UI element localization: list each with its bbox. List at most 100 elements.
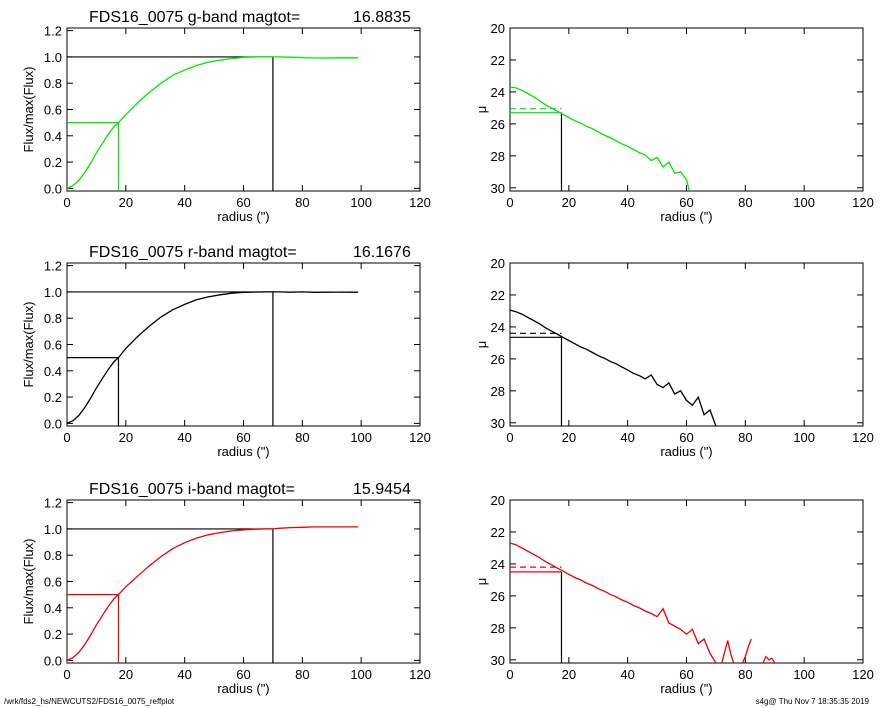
y-tick-label: 0.0 [44,653,62,668]
y-tick-label: 0.8 [44,548,62,563]
x-axis-label: radius (") [660,209,712,224]
series-line-r-0 [510,309,717,426]
y-tick-label: 0.6 [44,575,62,590]
y-tick-label: 28 [491,384,505,399]
panel-i-growth: 0 20 40 60 80 100 120 0.0 0.2 0.4 0.6 0.8 1.0 1.2 radi… [21,481,431,696]
series-line-i-3 [762,655,776,663]
x-tick-label: 20 [562,667,576,682]
series-line-g-0 [67,56,359,189]
x-tick-label: 80 [295,195,309,210]
x-axis-label: radius (") [217,681,269,696]
y-tick-label: 30 [491,181,505,196]
y-tick-label: 20 [491,256,505,271]
x-tick-label: 60 [236,430,250,445]
series-line-i-0 [510,542,717,663]
plot-area [510,542,776,663]
x-tick-label: 80 [295,430,309,445]
y-axis-label: Flux/max(Flux) [21,67,36,153]
x-tick-label: 120 [852,667,874,682]
y-tick-label: 28 [491,621,505,636]
y-tick-label: 22 [491,525,505,540]
x-axis-label: radius (") [660,444,712,459]
x-tick-label: 20 [119,430,133,445]
y-tick-label: 1.2 [44,496,62,511]
x-axis-label: radius (") [217,444,269,459]
x-tick-label: 100 [350,195,372,210]
footer-file-path: /wrk/fds2_hs/NEWCUTS2/FDS16_0075_reffplo… [4,697,175,706]
y-tick-label: 20 [491,493,505,508]
y-tick-label: 0.0 [44,416,62,431]
x-tick-label: 0 [63,430,70,445]
y-tick-label: 0.6 [44,103,62,118]
plot-frame [509,499,864,664]
x-tick-label: 60 [236,667,250,682]
x-tick-label: 120 [409,195,431,210]
x-axis-label: radius (") [217,209,269,224]
y-tick-label: 26 [491,352,505,367]
series-line-r-0 [67,291,359,424]
y-tick-label: 1.0 [44,522,62,537]
x-tick-label: 80 [295,667,309,682]
x-tick-label: 0 [63,667,70,682]
magtot-value: 16.1676 [353,244,411,261]
y-tick-label: 1.2 [44,259,62,274]
magtot-value: 15.9454 [353,481,411,498]
x-tick-label: 80 [738,430,752,445]
plot-area [67,56,359,191]
panel-r-profile: 0 20 40 60 80 100 120 20 22 24 26 28 30 radius (") μ [474,256,874,459]
footer-timestamp: s4g@ Thu Nov 7 18:35:35 2019 [755,697,869,706]
x-tick-label: 20 [119,667,133,682]
x-tick-label: 120 [409,667,431,682]
plot-frame [66,27,421,192]
y-axis-label: μ [474,578,489,586]
plot-area [510,86,691,191]
y-tick-label: 24 [491,557,505,572]
y-tick-label: 20 [491,21,505,36]
x-tick-label: 100 [793,667,815,682]
y-tick-label: 0.4 [44,129,62,144]
x-tick-label: 20 [562,195,576,210]
x-tick-label: 60 [679,667,693,682]
series-line-i-2 [741,638,752,663]
y-tick-label: 0.4 [44,601,62,616]
x-tick-label: 40 [620,667,634,682]
x-tick-label: 60 [679,430,693,445]
y-tick-label: 28 [491,149,505,164]
y-tick-label: 26 [491,117,505,132]
panel-r-growth: 0 20 40 60 80 100 120 0.0 0.2 0.4 0.6 0.8 1.0 1.2 radi… [21,244,431,459]
y-tick-label: 22 [491,288,505,303]
panel-i-profile: 0 20 40 60 80 100 120 20 22 24 26 28 30 radius (") μ [474,493,874,696]
x-tick-label: 40 [620,195,634,210]
y-tick-label: 0.2 [44,627,62,642]
magtot-value: 16.8835 [353,9,411,26]
x-tick-label: 20 [119,195,133,210]
y-tick-label: 24 [491,85,505,100]
y-tick-label: 0.2 [44,155,62,170]
y-tick-label: 0.0 [44,181,62,196]
y-tick-label: 0.8 [44,311,62,326]
y-axis-label: Flux/max(Flux) [21,539,36,625]
x-tick-label: 40 [177,667,191,682]
plot-area [510,309,717,426]
y-tick-label: 0.2 [44,390,62,405]
y-tick-label: 0.8 [44,76,62,91]
panel-g-growth: 0 20 40 60 80 100 120 0.0 0.2 0.4 0.6 0.8 1.0 1.2 radi… [21,9,431,224]
y-tick-label: 0.4 [44,364,62,379]
x-tick-label: 80 [738,667,752,682]
plot-frame [509,262,864,427]
x-tick-label: 100 [350,667,372,682]
y-tick-label: 30 [491,416,505,431]
x-axis-label: radius (") [660,681,712,696]
series-line-i-1 [721,640,735,663]
y-tick-label: 30 [491,653,505,668]
plot-area [67,291,359,426]
x-tick-label: 20 [562,430,576,445]
series-line-g-0 [510,86,691,191]
y-tick-label: 1.0 [44,285,62,300]
x-tick-label: 80 [738,195,752,210]
y-tick-label: 0.6 [44,338,62,353]
series-line-i-0 [67,526,359,661]
x-tick-label: 100 [350,430,372,445]
y-tick-label: 26 [491,589,505,604]
x-tick-label: 120 [409,430,431,445]
